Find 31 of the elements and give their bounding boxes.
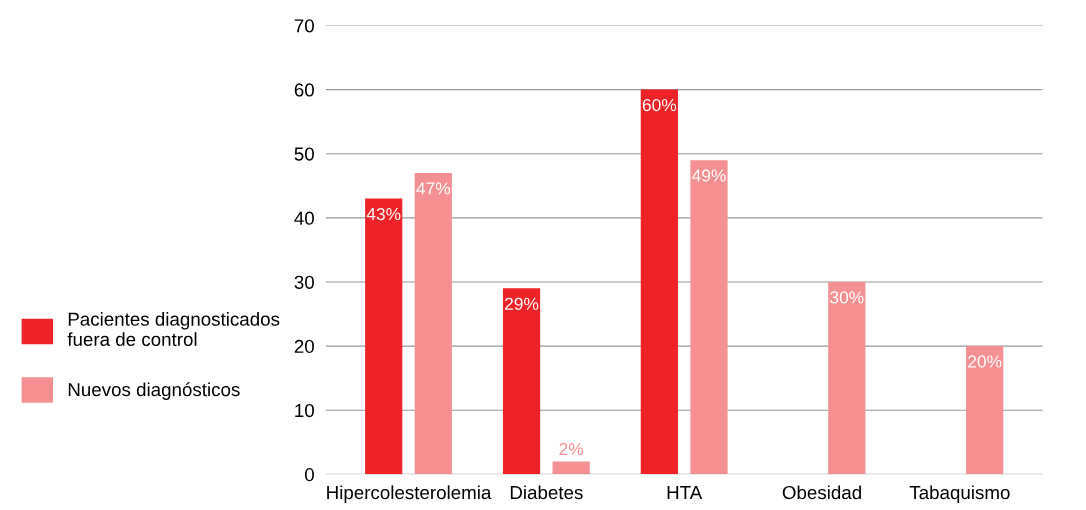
data-label: 30% (830, 291, 864, 304)
data-label: 29% (505, 297, 539, 310)
y-tick-label: 20 (294, 339, 314, 354)
data-label: 47% (416, 182, 451, 195)
y-tick-label: 70 (294, 19, 314, 33)
bar (552, 461, 590, 475)
y-tick-label: 60 (294, 83, 314, 97)
data-label: 49% (692, 169, 726, 182)
x-tick-label: Diabetes (510, 485, 583, 500)
x-tick-label: Obesidad (782, 485, 861, 500)
bar (640, 89, 678, 475)
data-label: 60% (642, 98, 677, 112)
data-label: 20% (968, 355, 1002, 368)
y-tick-label: 50 (294, 147, 314, 161)
data-label: 43% (366, 207, 401, 221)
bar (690, 160, 728, 475)
bar (502, 288, 541, 475)
legend-label: Pacientes diagnosticados fuera de control (67, 312, 280, 347)
y-tick-label: 40 (294, 211, 314, 225)
data-label: 2% (559, 442, 584, 456)
bar (966, 346, 1004, 475)
x-tick-label: HTA (667, 486, 703, 499)
y-tick-label: 30 (294, 275, 314, 289)
x-tick-label: Tabaquismo (909, 485, 1010, 503)
bar (828, 281, 866, 475)
y-tick-label: 10 (295, 403, 314, 418)
legend-label: Nuevos diagnósticos (68, 382, 240, 400)
y-tick-label: 0 (304, 468, 314, 482)
bar (414, 172, 452, 475)
x-tick-label: Hipercolesterolemia (327, 485, 492, 503)
bar (365, 198, 403, 475)
